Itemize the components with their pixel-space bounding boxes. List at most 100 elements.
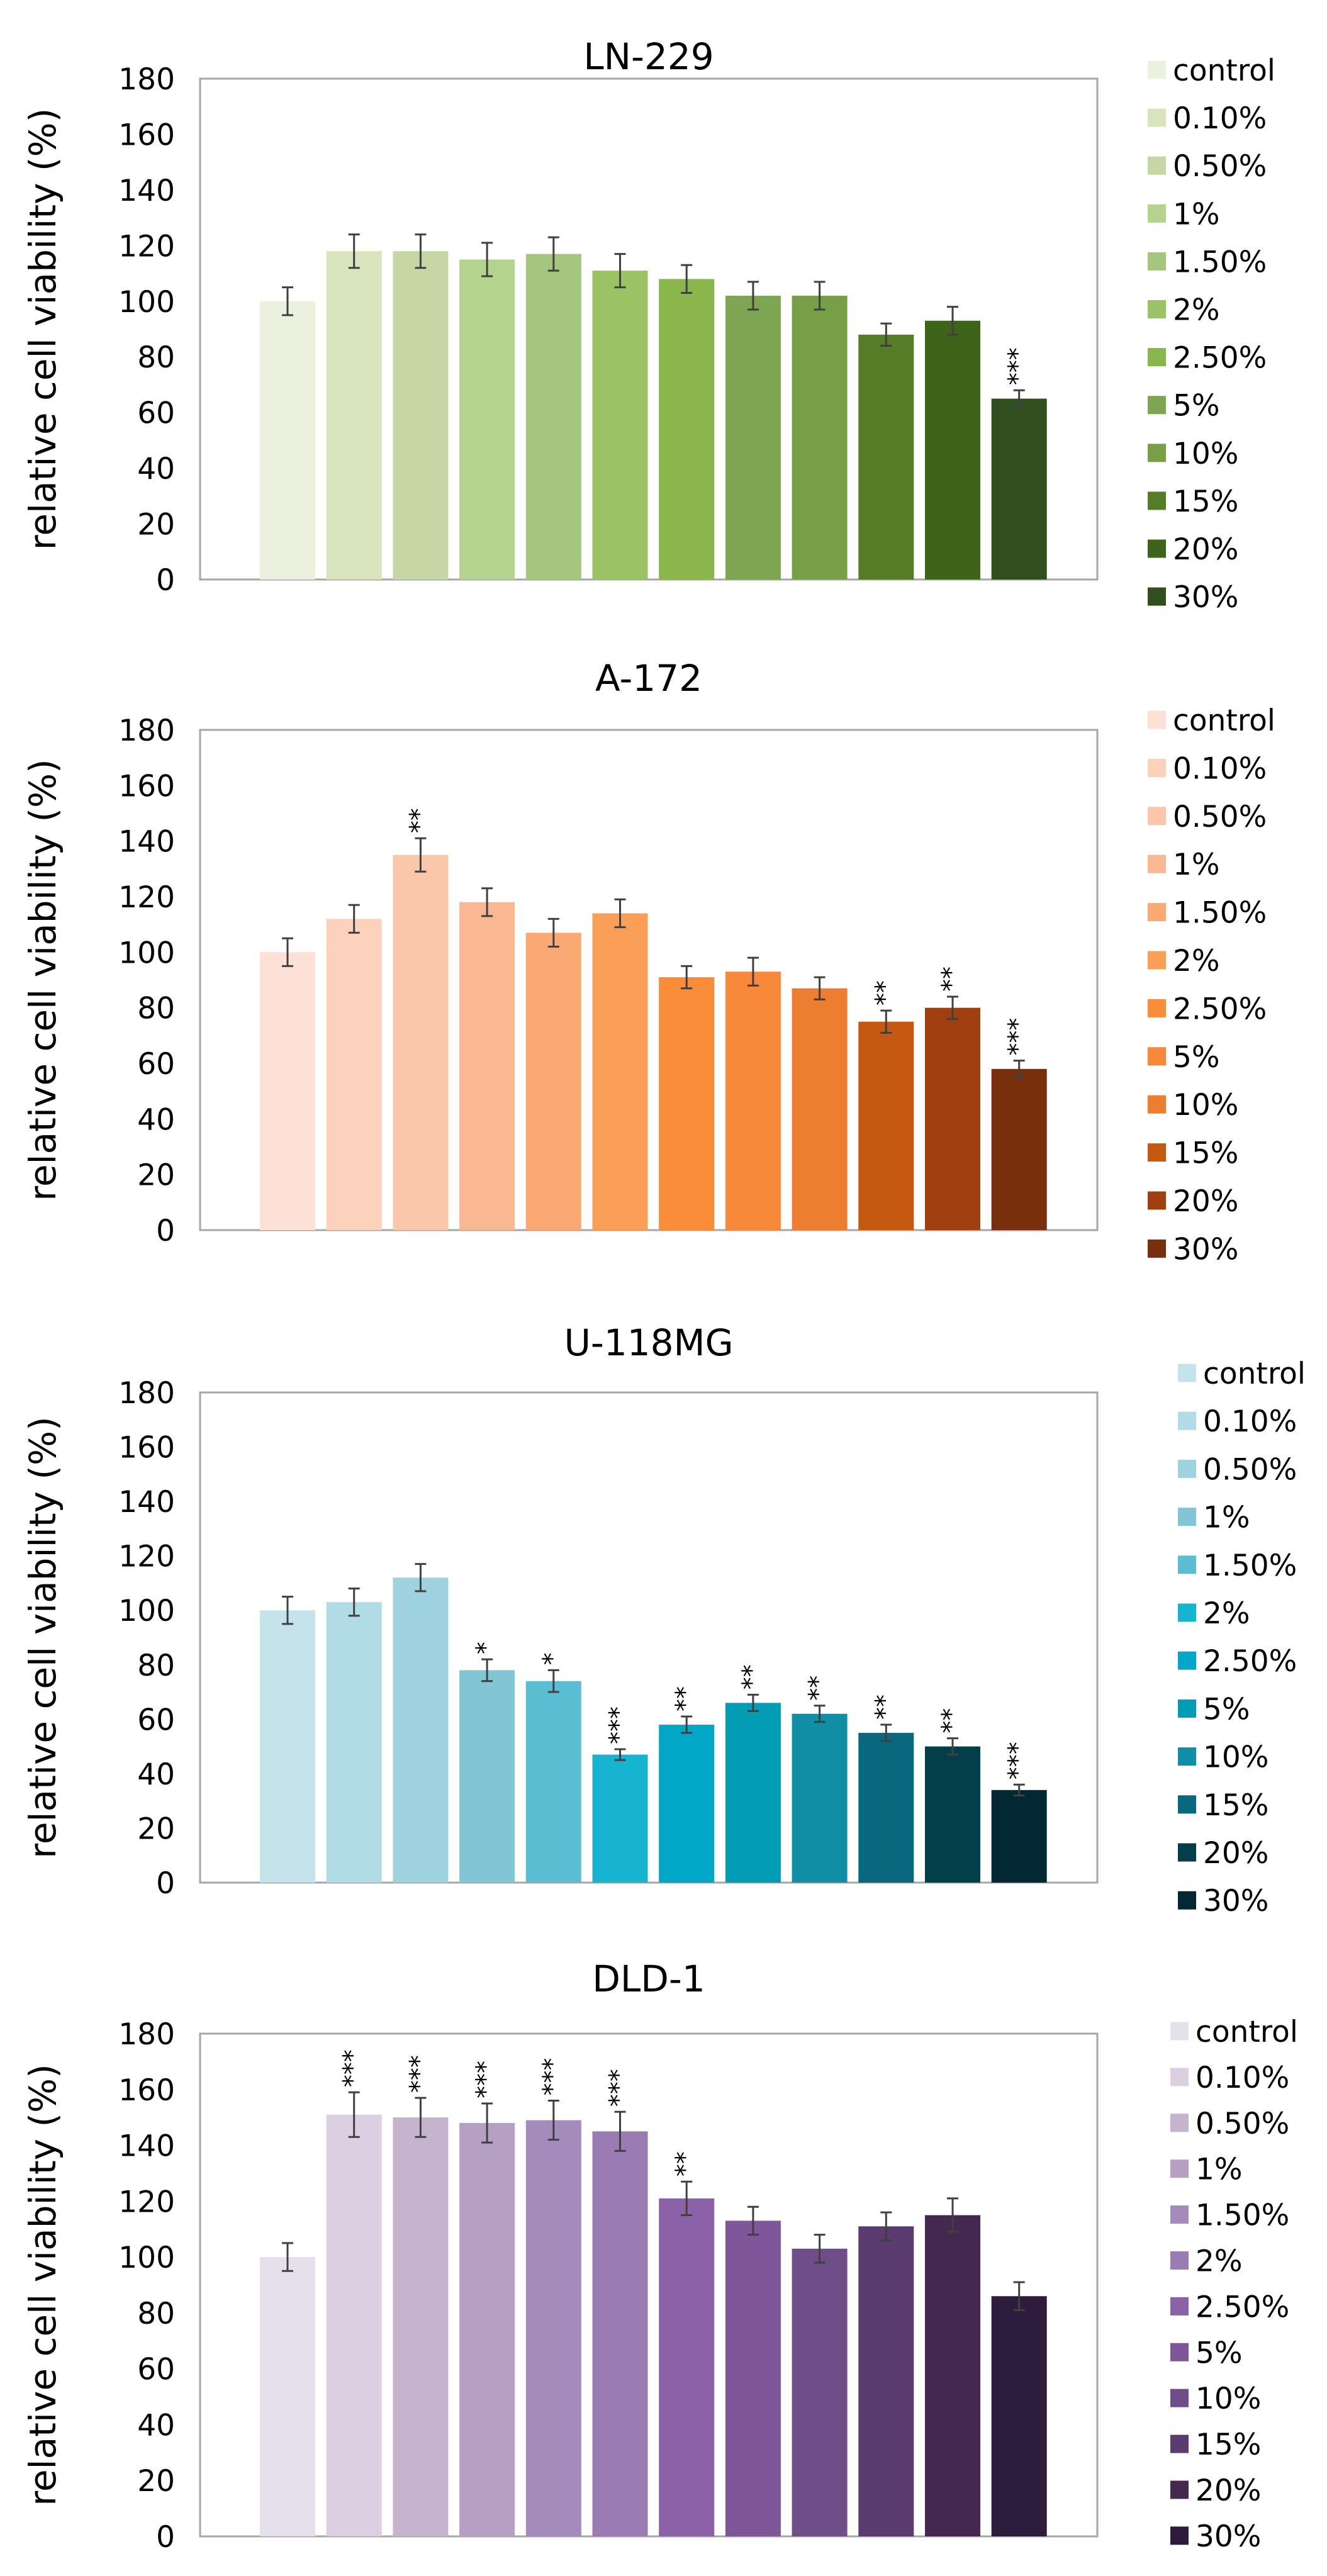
bar-0.50% [393, 854, 449, 1230]
legend-swatch [1148, 300, 1166, 318]
y-tick-label: 60 [137, 2353, 175, 2387]
bar-0.10% [326, 251, 382, 580]
legend-swatch [1178, 1508, 1196, 1526]
significance-marker: *** [605, 1706, 634, 1744]
chart-title: U-118MG [564, 1321, 733, 1364]
legend-swatch [1148, 491, 1166, 510]
bar-control [260, 2257, 315, 2536]
bar-1.50% [525, 1681, 581, 1883]
legend-label: control [1173, 53, 1275, 88]
bar-10% [792, 1713, 848, 1883]
bar-2.50% [659, 977, 715, 1230]
legend-swatch [1170, 2343, 1189, 2361]
legend-label: 10% [1203, 1740, 1268, 1775]
legend-label: 2% [1173, 944, 1220, 978]
chart-title: LN-229 [583, 35, 714, 78]
significance-marker: ** [737, 1664, 766, 1689]
y-tick-label: 80 [137, 992, 175, 1026]
legend-label: 1% [1173, 197, 1220, 232]
bar-2.50% [659, 1724, 715, 1883]
bar-0.10% [326, 919, 382, 1230]
plot-frame [199, 729, 1099, 1231]
legend-swatch [1148, 1047, 1166, 1066]
legend-swatch [1148, 444, 1166, 462]
legend-label: 20% [1203, 1836, 1268, 1871]
bar-5% [725, 295, 781, 580]
legend-swatch [1148, 252, 1166, 271]
significance-marker: ** [870, 1694, 899, 1720]
significance-marker: ** [671, 1686, 700, 1711]
plot-frame [199, 77, 1099, 581]
legend-swatch [1148, 204, 1166, 223]
legend-label: 2% [1195, 2244, 1243, 2279]
legend-swatch [1170, 2480, 1189, 2499]
legend-label: 15% [1173, 484, 1238, 519]
bar-30% [991, 398, 1047, 580]
bar-2.50% [659, 2198, 715, 2536]
y-tick-label: 100 [118, 2241, 175, 2275]
bar-1% [459, 1670, 515, 1883]
legend-swatch [1148, 758, 1166, 777]
legend-swatch [1178, 1411, 1196, 1430]
legend-label: 5% [1173, 389, 1220, 423]
legend-swatch [1178, 1603, 1196, 1622]
legend-label: 2% [1173, 293, 1220, 328]
bar-1% [459, 2123, 515, 2536]
bar-0.10% [326, 2114, 382, 2536]
y-axis-label: relative cell viability (%) [21, 2064, 64, 2506]
legend-label: 0.10% [1195, 2061, 1289, 2095]
legend-swatch [1170, 2526, 1189, 2545]
legend-label: 1% [1173, 848, 1220, 882]
bar-20% [925, 1007, 980, 1230]
y-tick-label: 20 [137, 1812, 175, 1846]
legend-label: 15% [1173, 1136, 1238, 1171]
legend-swatch [1178, 1747, 1196, 1766]
significance-marker: ** [937, 966, 966, 992]
legend-swatch [1178, 1795, 1196, 1814]
y-tick-label: 0 [156, 563, 175, 598]
bar-1.50% [525, 2120, 581, 2536]
bar-30% [991, 1068, 1047, 1230]
bar-1.50% [525, 932, 581, 1230]
legend-swatch [1170, 2205, 1189, 2224]
legend-swatch [1170, 2388, 1189, 2407]
bar-1% [459, 902, 515, 1230]
legend-swatch [1170, 2434, 1189, 2453]
y-tick-label: 20 [137, 508, 175, 542]
legend-swatch [1148, 807, 1166, 826]
y-tick-label: 0 [156, 1866, 175, 1901]
legend-swatch [1148, 1143, 1166, 1162]
legend-label: 30% [1203, 1884, 1268, 1918]
legend-swatch [1178, 1651, 1196, 1670]
legend-swatch [1170, 2297, 1189, 2316]
legend-swatch [1178, 1555, 1196, 1574]
legend-swatch [1178, 1699, 1196, 1718]
plot-frame [199, 2032, 1099, 2538]
legend-label: 5% [1195, 2336, 1243, 2370]
legend-swatch [1178, 1843, 1196, 1862]
y-tick-label: 80 [137, 340, 175, 375]
bar-15% [858, 1021, 914, 1230]
legend-label: 2.50% [1173, 341, 1267, 376]
legend-swatch [1148, 60, 1166, 79]
legend-label: 30% [1173, 1232, 1238, 1267]
legend-label: 1% [1195, 2153, 1243, 2187]
bar-1.50% [525, 254, 581, 580]
y-tick-label: 120 [118, 880, 175, 915]
legend-label: 10% [1173, 1088, 1238, 1123]
legend-swatch [1170, 2159, 1189, 2178]
chart-panel-4: DLD-1 0 20 40 60 80 100 120 140 160 180 relative ce… [21, 1957, 1298, 2555]
legend-label: 15% [1195, 2428, 1261, 2462]
legend-swatch [1170, 2114, 1189, 2132]
y-tick-label: 160 [118, 2073, 175, 2108]
legend-swatch [1170, 2251, 1189, 2270]
y-tick-label: 160 [118, 1431, 175, 1465]
legend-label: 2.50% [1173, 992, 1267, 1026]
legend-label: 20% [1173, 532, 1238, 567]
legend-label: 30% [1173, 580, 1238, 615]
legend-swatch [1148, 1095, 1166, 1114]
legend-swatch [1148, 156, 1166, 175]
significance-marker: *** [1004, 1742, 1033, 1779]
legend-label: 0.10% [1173, 101, 1267, 136]
legend-swatch [1148, 587, 1166, 606]
